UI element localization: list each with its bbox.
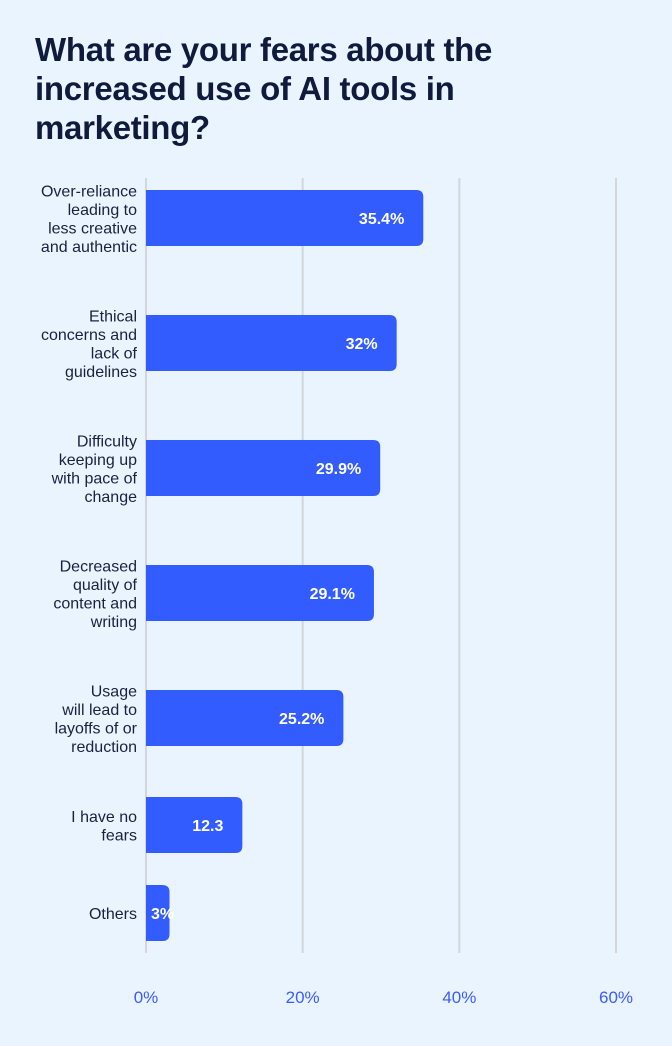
x-tick-label: 40% (442, 988, 476, 1007)
category-label: less creative (48, 220, 137, 237)
x-tick-label: 0% (134, 988, 159, 1007)
bar (146, 440, 381, 496)
category-label: writing (90, 614, 137, 631)
category-label: change (85, 489, 138, 506)
data-label: 29.9% (316, 461, 361, 478)
chart-title: What are your fears about the increased … (35, 31, 493, 146)
category-label: Over-reliance (41, 183, 137, 200)
data-label: 25.2% (279, 711, 324, 728)
category-label: keeping up (59, 452, 137, 469)
category-label: fears (101, 827, 137, 844)
bar (146, 885, 170, 941)
data-label: 29.1% (310, 586, 355, 603)
category-label: Difficulty (77, 433, 137, 450)
category-label: I have no (71, 809, 137, 826)
bar (146, 690, 344, 746)
x-tick-label: 60% (599, 988, 633, 1007)
data-label: 35.4% (359, 211, 404, 228)
data-label: 12.3 (192, 818, 223, 835)
category-label: Ethical (89, 308, 137, 325)
category-label: lack of (91, 345, 138, 362)
category-label: and authentic (41, 239, 137, 256)
category-label: guidelines (65, 364, 137, 381)
bar (146, 797, 243, 853)
category-label: reduction (71, 739, 137, 756)
category-label: Usage (91, 683, 137, 700)
category-label: content and (53, 595, 137, 612)
data-label: 32% (346, 336, 378, 353)
category-label: leading to (68, 202, 137, 219)
data-label: 3% (151, 906, 174, 923)
bar (146, 190, 424, 246)
category-label: layoffs of or (55, 720, 138, 737)
bar (146, 565, 374, 621)
category-label: concerns and (41, 327, 137, 344)
x-tick-label: 20% (286, 988, 320, 1007)
category-label: with pace of (51, 470, 138, 487)
category-label: will lead to (61, 702, 137, 719)
bar (146, 315, 397, 371)
category-label: Others (89, 906, 137, 923)
category-label: Decreased (60, 558, 137, 575)
category-label: quality of (73, 577, 138, 594)
